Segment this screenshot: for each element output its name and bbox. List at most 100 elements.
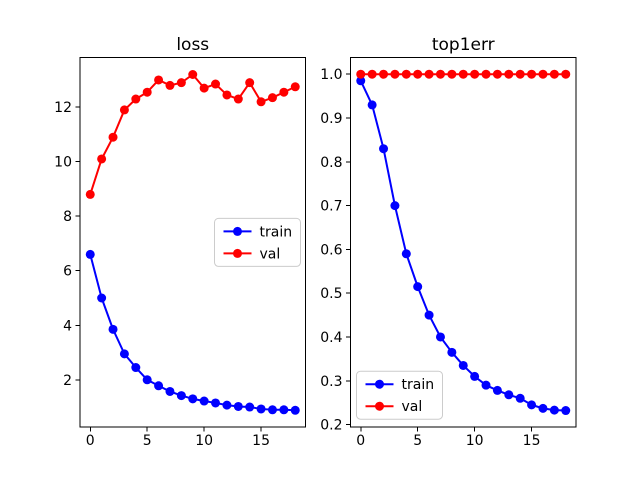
chart-title: loss <box>176 35 209 55</box>
train-marker <box>504 390 514 400</box>
val-marker <box>188 70 198 79</box>
train-marker <box>108 324 118 334</box>
val-marker <box>356 69 366 79</box>
legend-val-marker <box>233 248 242 258</box>
train-marker <box>119 349 129 359</box>
train-marker <box>211 398 221 408</box>
train-marker <box>154 381 164 391</box>
train-marker <box>390 201 400 211</box>
x-tick-label: 5 <box>413 433 422 449</box>
val-marker <box>165 80 175 90</box>
x-tick-label: 15 <box>252 433 270 449</box>
legend-train-marker <box>233 226 242 236</box>
train-marker <box>267 405 277 415</box>
y-tick-label: 8 <box>63 209 72 225</box>
val-marker <box>211 79 221 89</box>
train-marker <box>233 401 243 411</box>
val-marker <box>267 93 277 103</box>
chart-loss: 0 5 10 15 2 4 6 8 10 12 loss train val <box>54 35 306 449</box>
val-marker <box>549 69 559 79</box>
train-marker <box>256 404 266 414</box>
train-line <box>89 253 297 412</box>
train-marker <box>290 405 300 415</box>
x-tick-label: 0 <box>356 433 365 449</box>
train-marker <box>481 380 491 390</box>
val-marker <box>119 105 129 115</box>
train-marker <box>131 363 141 373</box>
val-marker <box>435 69 445 79</box>
val-marker <box>290 82 300 92</box>
y-tick-label: 0.2 <box>320 418 342 434</box>
val-marker <box>142 87 152 97</box>
train-marker <box>176 391 186 401</box>
train-marker <box>165 386 175 396</box>
val-marker <box>390 69 400 79</box>
val-marker <box>561 69 571 79</box>
x-tick-label: 10 <box>466 433 484 449</box>
y-tick-label: 0.4 <box>320 330 342 346</box>
y-tick-label: 4 <box>63 318 72 334</box>
val-marker <box>154 75 164 85</box>
val-line <box>89 73 297 196</box>
train-marker <box>424 310 434 320</box>
y-tick-label: 0.8 <box>320 155 342 171</box>
val-marker <box>447 69 457 79</box>
val-marker <box>85 189 95 199</box>
x-tick-label: 5 <box>143 433 152 449</box>
y-tick-label: 0.9 <box>320 111 342 127</box>
train-marker <box>458 360 468 370</box>
val-marker <box>515 69 525 79</box>
y-tick-label: 1.0 <box>320 67 342 83</box>
val-marker <box>504 69 514 79</box>
chart-top1err: 0 5 10 15 0.2 0.3 0.4 0.5 0.6 0.7 0.8 0.9 1.0 top1err… <box>320 35 577 449</box>
train-marker <box>435 332 445 342</box>
val-marker <box>413 69 423 79</box>
y-tick-label: 10 <box>54 155 72 171</box>
y-tick-label: 0.5 <box>320 286 342 302</box>
legend-train-label: train <box>260 224 293 240</box>
train-marker <box>401 249 411 259</box>
train-marker <box>379 144 389 154</box>
train-marker <box>470 371 480 381</box>
val-marker <box>97 154 107 164</box>
train-marker <box>492 385 502 395</box>
train-marker <box>356 76 366 86</box>
val-marker <box>379 69 389 79</box>
train-marker <box>527 400 537 410</box>
legend-train-marker <box>375 379 384 389</box>
val-marker <box>481 69 491 79</box>
val-marker <box>256 97 266 107</box>
val-marker <box>233 94 243 104</box>
y-tick-label: 0.7 <box>320 199 342 215</box>
train-marker <box>97 293 107 303</box>
train-marker <box>538 403 548 413</box>
y-tick-label: 0.6 <box>320 242 342 258</box>
train-marker <box>245 402 255 412</box>
y-tick-label: 12 <box>54 100 72 116</box>
train-marker <box>447 347 457 357</box>
y-tick-label: 0.3 <box>320 374 342 390</box>
val-marker <box>458 69 468 79</box>
train-marker <box>367 100 377 110</box>
train-marker <box>413 282 423 292</box>
legend-val-marker <box>375 401 384 411</box>
val-marker <box>424 69 434 79</box>
val-marker <box>492 69 502 79</box>
train-marker <box>222 400 232 410</box>
val-marker <box>367 69 377 79</box>
val-marker <box>279 87 289 97</box>
val-marker <box>131 94 141 104</box>
train-marker <box>142 375 152 385</box>
val-marker <box>401 69 411 79</box>
x-tick-label: 0 <box>86 433 95 449</box>
val-marker <box>199 83 209 93</box>
val-marker <box>538 69 548 79</box>
train-marker <box>85 249 95 259</box>
legend-train-label: train <box>402 377 435 393</box>
train-marker <box>561 406 571 416</box>
val-marker <box>108 132 118 142</box>
val-marker <box>245 78 255 88</box>
val-marker <box>470 69 480 79</box>
